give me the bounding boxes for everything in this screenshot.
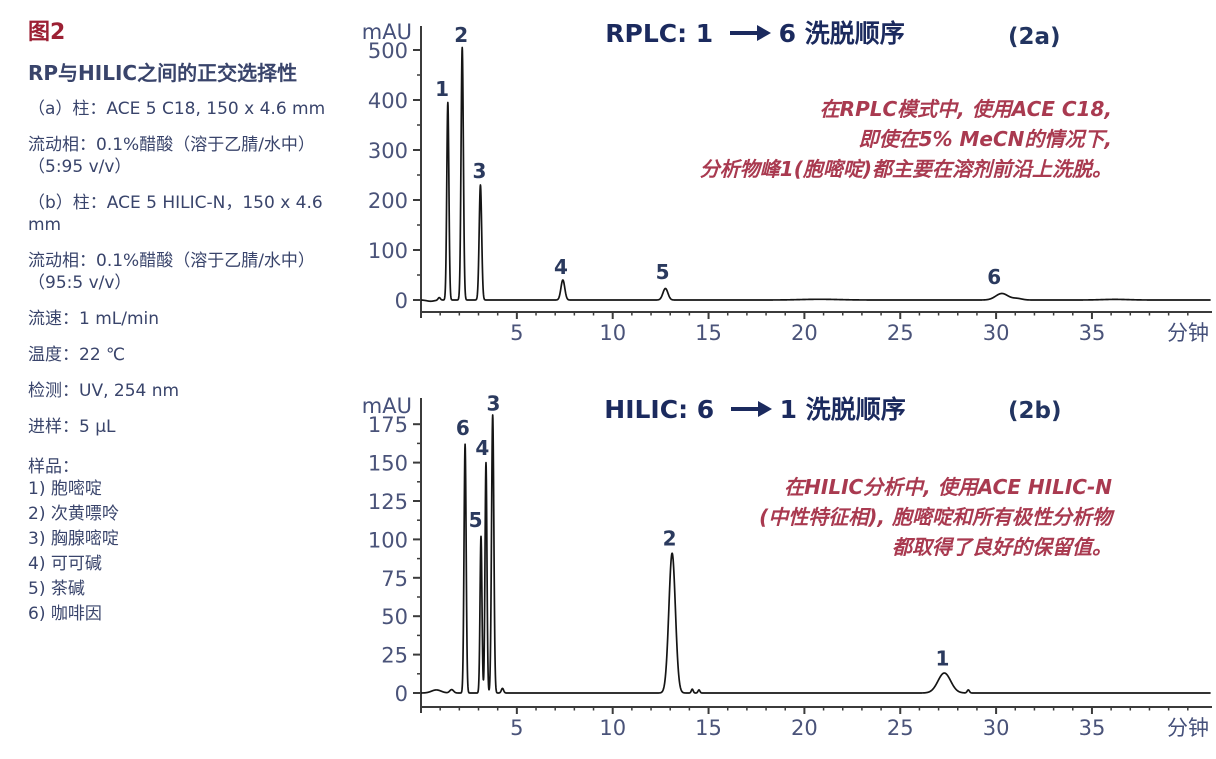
x-axis-unit-label: 分钟	[1167, 321, 1209, 345]
x-axis-unit-label: 分钟	[1167, 716, 1209, 740]
chromatogram-trace	[420, 414, 1212, 694]
y-tick-label: 175	[368, 413, 408, 437]
y-tick-label: 500	[368, 39, 408, 63]
chart-2b-annotation: 在HILIC分析中, 使用ACE HILIC-N (中性特征相), 胞嘧啶和所有…	[512, 472, 1112, 562]
chart-2a-title: RPLC: 1 6 洗脱顺序	[430, 18, 1080, 50]
condition-line: 流动相：0.1%醋酸（溶于乙腈/水中）（5:95 v/v）	[28, 135, 315, 177]
peak-label-4: 4	[475, 436, 489, 460]
x-tick-label: 5	[510, 321, 523, 345]
y-axis-unit-label: mAU	[362, 20, 412, 44]
y-tick-label: 25	[381, 644, 408, 668]
chart-2b-title-left: HILIC: 6	[604, 395, 715, 424]
annotation-line: (中性特征相), 胞嘧啶和所有极性分析物	[759, 505, 1112, 529]
peak-label-2: 2	[663, 527, 677, 551]
peak-label-1: 1	[935, 646, 949, 670]
y-tick-label: 0	[395, 289, 408, 313]
peak-label-1: 1	[435, 77, 449, 101]
y-tick-label: 125	[368, 490, 408, 514]
peak-label-3: 3	[473, 159, 487, 183]
peak-label-4: 4	[554, 255, 568, 279]
y-tick-label: 400	[368, 89, 408, 113]
chart-2a-annotation: 在RPLC模式中, 使用ACE C18, 即使在5% MeCN的情况下, 分析物…	[512, 94, 1112, 184]
conditions-list: （a）柱：ACE 5 C18, 150 x 4.6 mm 流动相：0.1%醋酸（溶…	[28, 98, 350, 438]
peak-label-6: 6	[987, 265, 1001, 289]
y-tick-label: 75	[381, 567, 408, 591]
annotation-line: 在RPLC模式中, 使用ACE C18,	[819, 97, 1112, 121]
panel-label-2b: (2b)	[1008, 398, 1062, 424]
x-tick-label: 15	[695, 321, 722, 345]
x-tick-label: 5	[510, 716, 523, 740]
figure-heading: RP与HILIC之间的正交选择性	[28, 61, 298, 85]
chromatogram-2a-plot: 0 100 200 300 400 500 5 10 15 20 25 30 35 分钟 mAU 1 2 3 4 5 6	[362, 20, 1212, 345]
x-tick-label: 35	[1079, 321, 1106, 345]
x-tick-label: 25	[887, 321, 914, 345]
sample-list: 1) 胞嘧啶 2) 次黄嘌呤 3) 胸腺嘧啶 4) 可可碱 5) 茶碱 6) 咖啡因	[28, 477, 350, 627]
sample-item: 3) 胸腺嘧啶	[28, 529, 119, 549]
y-tick-label: 50	[381, 605, 408, 629]
y-tick-label: 100	[368, 528, 408, 552]
sample-item: 5) 茶碱	[28, 579, 85, 599]
condition-line: 流速：1 mL/min	[28, 309, 160, 329]
x-tick-label: 10	[599, 716, 626, 740]
chart-2a-title-right: 6 洗脱顺序	[778, 19, 905, 48]
y-tick-label: 150	[368, 452, 408, 476]
right-arrow-icon	[729, 25, 771, 41]
peak-label-5: 5	[656, 260, 670, 284]
right-arrow-icon	[730, 401, 772, 417]
x-tick-label: 10	[599, 321, 626, 345]
condition-line: （a）柱：ACE 5 C18, 150 x 4.6 mm	[28, 99, 326, 119]
x-tick-label: 30	[983, 716, 1010, 740]
figure-tag: 图2	[28, 20, 66, 45]
annotation-line: 即使在5% MeCN的情况下,	[858, 127, 1112, 151]
sample-item: 1) 胞嘧啶	[28, 479, 102, 499]
peak-label-5: 5	[469, 508, 483, 532]
caption-column: 图2 RP与HILIC之间的正交选择性 （a）柱：ACE 5 C18, 150 …	[28, 14, 350, 627]
condition-line: 进样：5 μL	[28, 417, 116, 437]
y-axis-unit-label: mAU	[362, 394, 412, 418]
chromatogram-2b-plot: 0 25 50 75 100 125 150 175 5 10 15 20 25 30 35 分钟 mAU 6 5 4…	[362, 391, 1212, 740]
annotation-line: 分析物峰1(胞嘧啶)都主要在溶剂前沿上洗脱。	[699, 157, 1112, 181]
condition-line: 检测：UV, 254 nm	[28, 381, 180, 401]
y-tick-label: 100	[368, 239, 408, 263]
condition-line: （b）柱：ACE 5 HILIC-N，150 x 4.6 mm	[28, 193, 323, 235]
sample-list-label: 样品：	[28, 457, 79, 477]
x-tick-label: 20	[791, 321, 818, 345]
y-tick-label: 200	[368, 189, 408, 213]
peak-label-6: 6	[456, 416, 470, 440]
chromatogram-trace	[420, 46, 1212, 303]
sample-item: 4) 可可碱	[28, 554, 102, 574]
x-tick-label: 35	[1079, 716, 1106, 740]
panel-label-2a: (2a)	[1008, 24, 1061, 50]
chart-2b-title-right: 1 洗脱顺序	[779, 395, 906, 424]
x-tick-label: 25	[887, 716, 914, 740]
annotation-line: 都取得了良好的保留值。	[892, 535, 1112, 559]
sample-item: 2) 次黄嘌呤	[28, 504, 119, 524]
annotation-line: 在HILIC分析中, 使用ACE HILIC-N	[784, 475, 1112, 499]
x-tick-label: 15	[695, 716, 722, 740]
peak-label-3: 3	[487, 391, 501, 415]
chart-2a-title-left: RPLC: 1	[605, 19, 714, 48]
y-tick-label: 300	[368, 139, 408, 163]
condition-line: 温度：22 ℃	[28, 345, 126, 365]
x-tick-label: 30	[983, 321, 1010, 345]
peak-label-2: 2	[454, 23, 468, 47]
condition-line: 流动相：0.1%醋酸（溶于乙腈/水中）（95:5 v/v）	[28, 251, 315, 293]
sample-item: 6) 咖啡因	[28, 604, 102, 624]
x-tick-label: 20	[791, 716, 818, 740]
y-tick-label: 0	[395, 682, 408, 706]
chart-2b-title: HILIC: 6 1 洗脱顺序	[430, 394, 1080, 426]
